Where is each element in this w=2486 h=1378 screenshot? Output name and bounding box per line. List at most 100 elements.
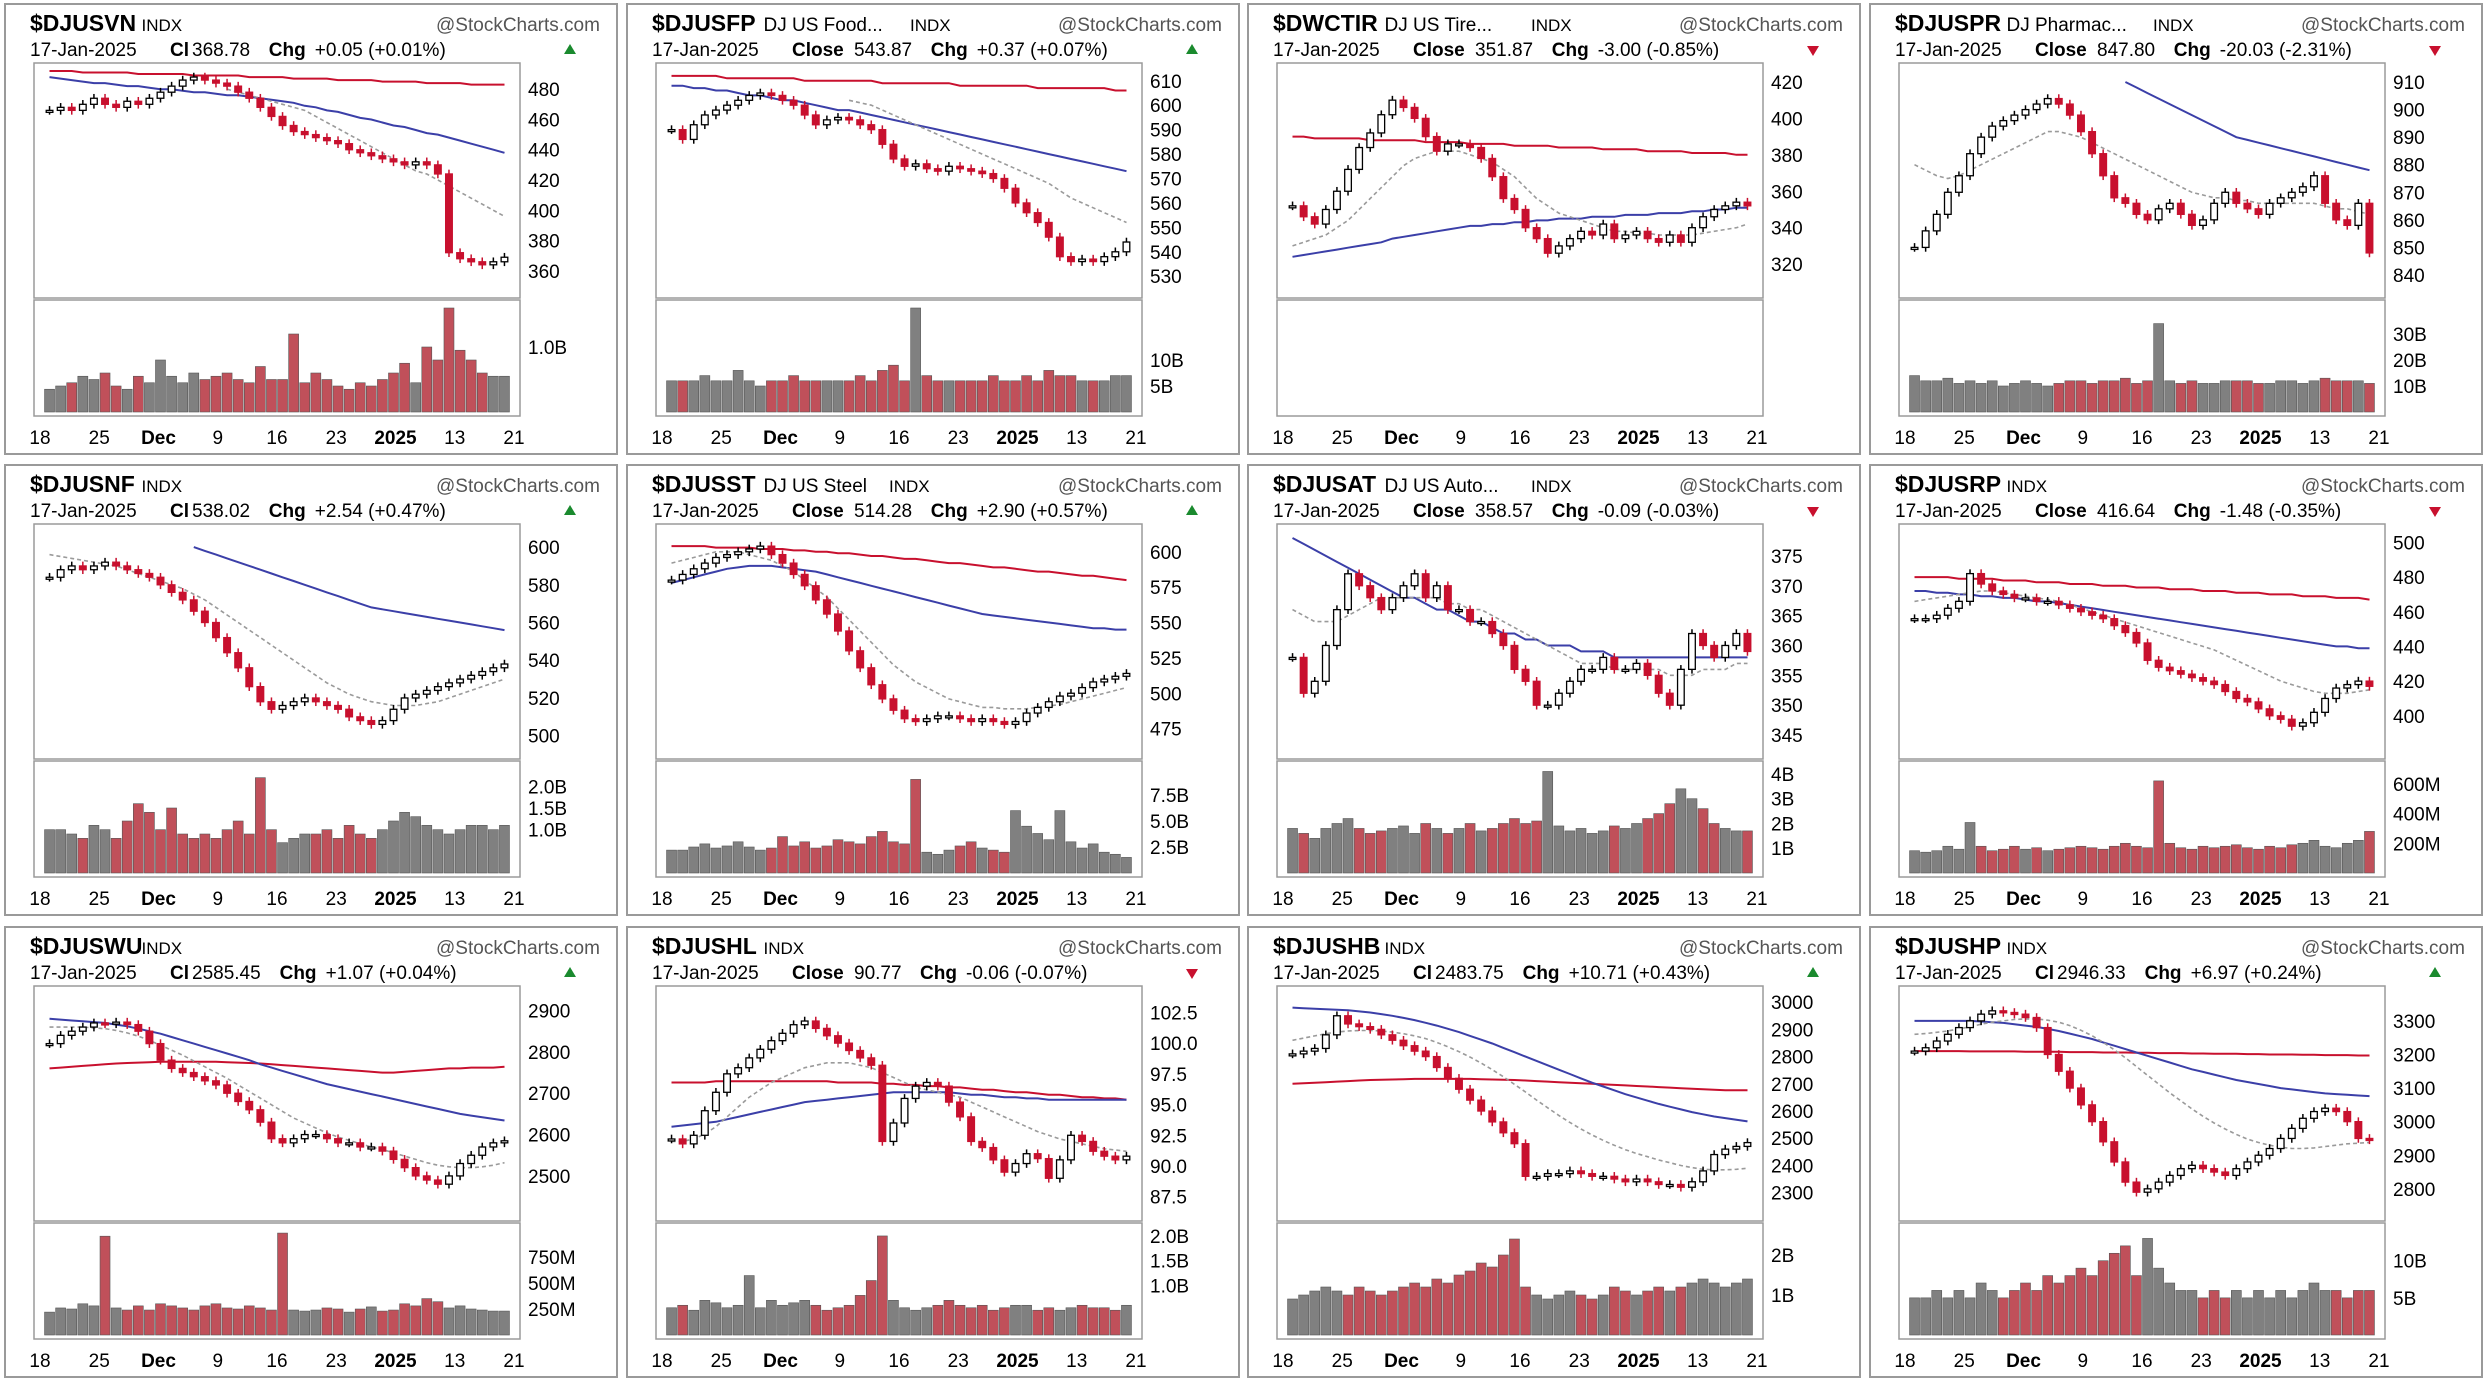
- candle-body: [2076, 1087, 2085, 1106]
- candle-body: [2199, 676, 2208, 682]
- volume-bar: [943, 380, 955, 413]
- x-tick-label: 23: [1569, 428, 1590, 449]
- candle-body: [734, 1067, 743, 1075]
- volume-bar: [1431, 1278, 1443, 1336]
- volume-bar: [1642, 1290, 1653, 1336]
- volume-bar: [499, 1310, 510, 1336]
- candle-body: [1710, 208, 1719, 218]
- exchange-label: INDX: [910, 16, 951, 35]
- volume-bar: [1054, 810, 1066, 874]
- candle-body: [1122, 241, 1131, 253]
- volume-bar: [1664, 1290, 1676, 1336]
- volume-bar: [1986, 850, 1998, 874]
- volume-bar: [1043, 370, 1055, 413]
- chg-label: Chg: [2174, 501, 2211, 522]
- x-tick-label: 18: [1272, 1351, 1293, 1372]
- candle-body: [2154, 208, 2163, 221]
- volume-bar: [921, 851, 933, 874]
- volume-bar: [2020, 848, 2031, 874]
- candle-body: [1100, 678, 1109, 683]
- volume-plot-frame: [1276, 760, 1764, 878]
- candle-body: [422, 1175, 431, 1181]
- candle-body: [2176, 202, 2185, 215]
- volume-bar: [854, 1295, 866, 1336]
- volume-bar: [710, 1302, 722, 1336]
- chg-label: Chg: [1552, 40, 1589, 61]
- volume-plot-frame: [655, 299, 1143, 417]
- candle-body: [1310, 1047, 1319, 1052]
- candle-body: [700, 1110, 709, 1136]
- candle-body: [1954, 1026, 1963, 1035]
- volume-bar: [2031, 1290, 2042, 1336]
- candle-body: [2276, 1137, 2285, 1150]
- price-tick-label: 560: [1150, 194, 1182, 215]
- candle-body: [422, 161, 431, 166]
- sma-short-line: [671, 551, 1127, 710]
- x-tick-label: 16: [266, 1351, 287, 1372]
- volume-bar: [721, 845, 733, 874]
- x-tick-label: 18: [651, 1351, 672, 1372]
- volume-bar: [1653, 813, 1664, 874]
- candle-body: [1321, 1034, 1330, 1050]
- candle-body: [1621, 234, 1630, 240]
- candle-body: [444, 1175, 453, 1185]
- chart-panel-djusat: $DJUSAT DJ US Auto... INDX @StockCharts.com…: [1247, 464, 1861, 916]
- source-label: @StockCharts.com: [1058, 476, 1222, 497]
- volume-bar: [1121, 857, 1132, 874]
- volume-bar: [77, 1303, 89, 1336]
- candle-body: [845, 630, 854, 652]
- candle-body: [811, 585, 820, 601]
- volume-bar: [2053, 848, 2065, 874]
- volume-bar: [110, 838, 122, 874]
- candle-body: [1111, 675, 1120, 680]
- volume-bar: [899, 1307, 910, 1336]
- candle-body: [800, 1020, 809, 1026]
- candle-body: [767, 1040, 776, 1050]
- volume-bar: [144, 812, 155, 874]
- volume-bar: [2275, 847, 2286, 874]
- volume-plot-frame: [1898, 760, 2386, 878]
- volume-tick-label: 2B: [1771, 1246, 1794, 1267]
- candle-body: [2088, 611, 2097, 616]
- x-tick-label: 16: [888, 1351, 909, 1372]
- source-label: @StockCharts.com: [1058, 938, 1222, 959]
- candle-body: [1699, 216, 1708, 229]
- volume-bar: [854, 375, 866, 413]
- candle-body: [711, 1091, 720, 1112]
- volume-bar: [843, 841, 855, 874]
- candle-body: [378, 719, 387, 726]
- volume-bar: [388, 820, 399, 874]
- volume-bar: [277, 379, 288, 413]
- candle-body: [1654, 1181, 1663, 1186]
- close-label: Cl: [2035, 963, 2054, 984]
- volume-bar: [1520, 823, 1531, 874]
- candle-body: [223, 82, 232, 87]
- candle-body: [1022, 1153, 1031, 1165]
- volume-bar: [1953, 848, 1965, 874]
- price-plot-frame: [655, 985, 1143, 1222]
- x-tick-label: 16: [1509, 889, 1530, 910]
- candle-body: [489, 667, 498, 673]
- volume-bar: [188, 838, 200, 874]
- chg-up-arrow: [564, 44, 576, 54]
- volume-bar: [299, 1310, 311, 1336]
- volume-bar: [310, 1309, 322, 1336]
- exchange-label: INDX: [889, 477, 930, 496]
- volume-bar: [2153, 323, 2164, 413]
- candle-body: [223, 1084, 232, 1094]
- candle-body: [1111, 1155, 1120, 1161]
- candle-body: [1066, 692, 1075, 697]
- candle-body: [1543, 237, 1552, 254]
- candle-body: [1565, 237, 1574, 247]
- candle-body: [223, 636, 232, 654]
- index-name: DJ Pharmac...: [2007, 15, 2127, 36]
- volume-bar: [1520, 1286, 1531, 1336]
- x-tick-label: 13: [444, 889, 465, 910]
- candle-body: [933, 715, 942, 720]
- candle-body: [1599, 1175, 1608, 1179]
- volume-bar: [288, 838, 299, 874]
- volume-bar: [2341, 380, 2353, 413]
- volume-bar: [1498, 823, 1509, 874]
- volume-bar: [2353, 1290, 2364, 1336]
- candle-body: [2321, 175, 2330, 204]
